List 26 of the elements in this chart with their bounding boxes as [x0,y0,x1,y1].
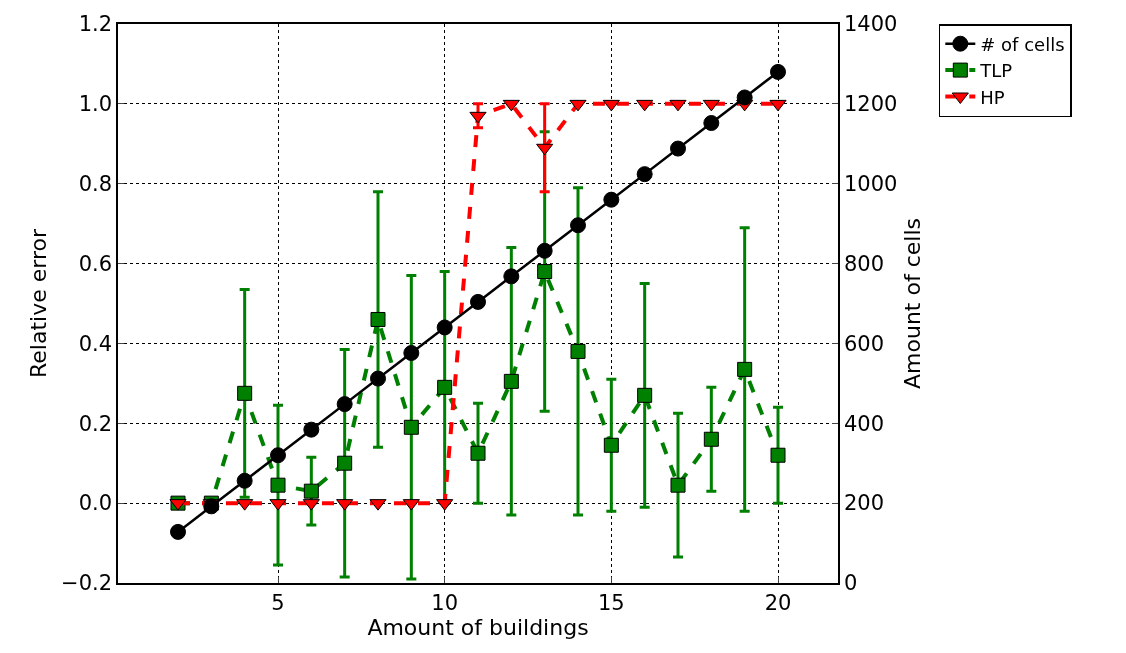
y-tick-label: 0.6 [78,251,113,276]
x-tick-label: 10 [431,590,459,615]
y-tick-label: −0.2 [61,571,113,596]
legend-label: # of cells [980,33,1065,55]
x-tick-label: 15 [597,590,625,615]
y-tick-label: 0.0 [78,491,113,516]
y2-tick-label: 0 [843,571,858,596]
y-tick-label: 0.8 [78,172,113,197]
legend-label: HP [980,86,1005,108]
y2-tick-label: 1400 [843,12,898,37]
x-axis-title: Amount of buildings [367,614,589,640]
y-tick-label: 0.2 [78,411,113,436]
legend-label: TLP [979,60,1013,82]
y-tick-label: 0.4 [78,331,113,356]
y-tick-label: 1.2 [78,12,113,37]
y2-tick-label: 200 [843,491,885,516]
y2-tick-label: 1200 [843,92,898,117]
x-tick-label: 5 [271,590,285,615]
y-axis-title: Relative error [26,228,52,378]
y2-tick-label: 800 [843,251,885,276]
y2-tick-label: 1000 [843,172,898,197]
y2-tick-label: 600 [843,331,885,356]
y2-axis-title: Amount of cells [899,218,925,389]
y2-tick-label: 400 [843,411,885,436]
x-tick-label: 20 [764,590,792,615]
y-tick-label: 1.0 [78,92,113,117]
